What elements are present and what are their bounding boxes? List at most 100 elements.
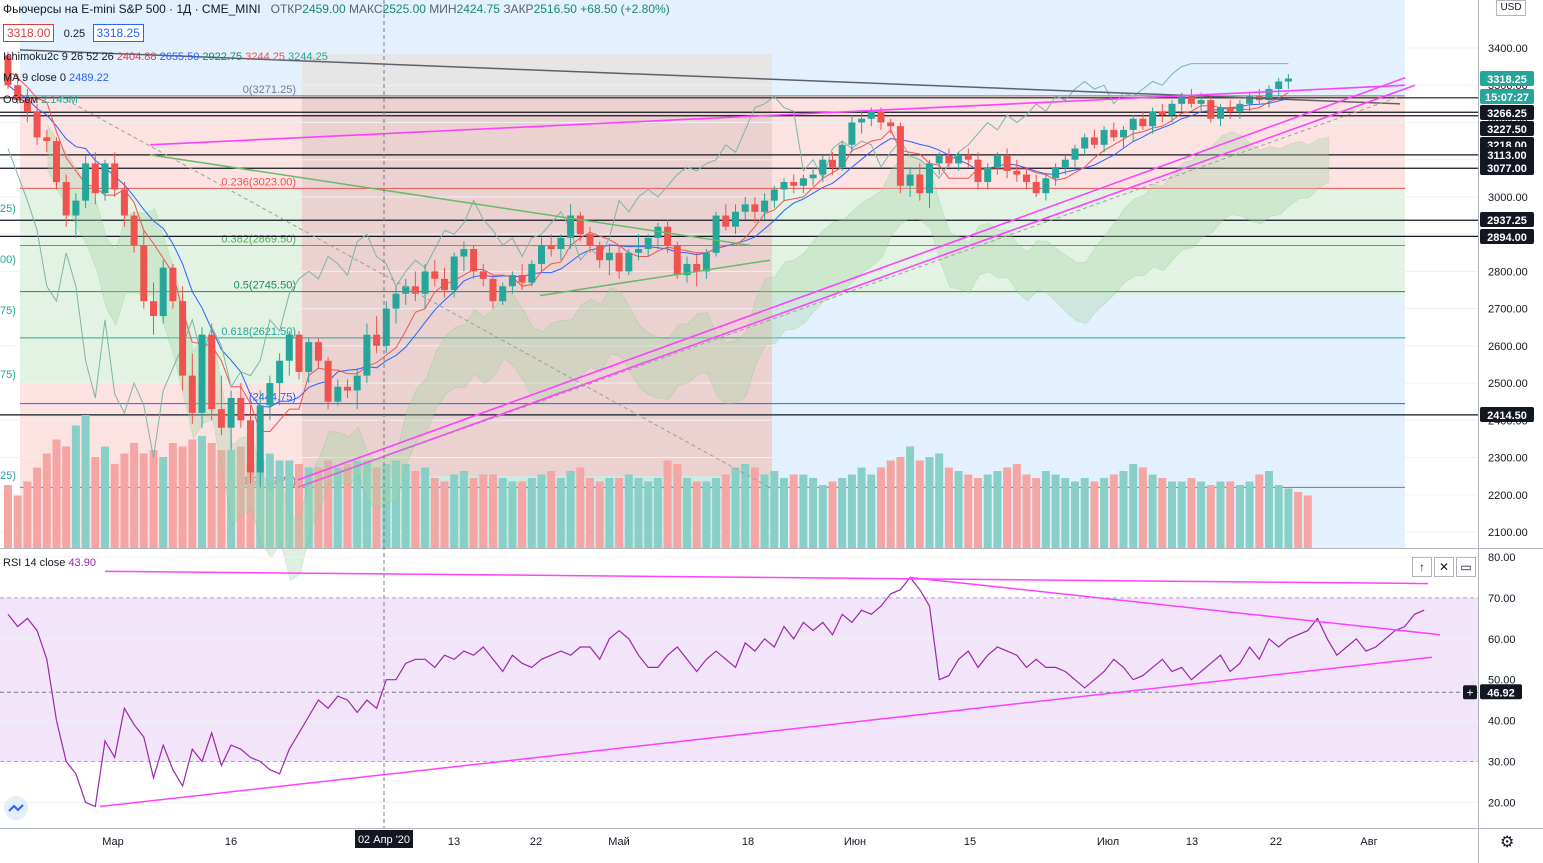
candle-up — [1217, 107, 1224, 119]
sell-button[interactable]: 3318.00 — [3, 24, 55, 42]
symbol-title: Фьючерсы на E-mini S&P 500 · 1Д · CME_MI… — [3, 2, 261, 16]
price-tag-label: 2414.50 — [1487, 410, 1527, 422]
maximize-pane-button[interactable]: ▭ — [1456, 557, 1476, 577]
candle-down — [53, 141, 60, 183]
volume-bar — [440, 481, 449, 548]
candle-down — [576, 215, 584, 235]
volume-bar — [964, 474, 973, 548]
time-axis-label: 16 — [225, 836, 237, 848]
volume-bar — [838, 478, 847, 548]
volume-bar — [1041, 471, 1050, 548]
bg-gray-top — [302, 54, 772, 96]
ichimoku-value-3: 2922.75 — [202, 51, 243, 63]
time-axis-label: 22 — [1270, 836, 1282, 848]
fib-diagonal — [59, 95, 771, 489]
volume-bar — [896, 457, 905, 548]
volume-bar — [1216, 481, 1225, 548]
time-axis-label: 18 — [742, 836, 754, 848]
candle-up — [799, 178, 807, 186]
candle-down — [916, 174, 924, 194]
candle-down — [441, 278, 448, 290]
candle-down — [237, 397, 245, 421]
volume-label: Объём — [3, 94, 39, 106]
candle-up — [266, 383, 274, 406]
price-tag-label: 3318.25 — [1487, 74, 1527, 86]
currency-badge[interactable]: USD — [1496, 0, 1526, 16]
volume-bar — [653, 478, 662, 548]
volume-legend[interactable]: Объём 2.145M — [3, 94, 78, 106]
settings-gear-icon[interactable]: ⚙ — [1500, 834, 1515, 851]
ma-legend[interactable]: MA 9 close 0 2489.22 — [3, 72, 109, 84]
volume-bar — [450, 474, 459, 548]
move-up-button[interactable]: ↑ — [1412, 557, 1432, 577]
rsi-legend[interactable]: RSI 14 close 43.90 — [3, 557, 96, 569]
volume-bar — [23, 481, 32, 548]
volume-bar — [333, 467, 342, 548]
ichimoku-tenkan-line — [7, 69, 1289, 432]
price-tag — [1480, 229, 1534, 244]
candle-up — [780, 182, 788, 190]
ma-value: 2489.22 — [69, 72, 109, 84]
rsi-current-tag — [1480, 684, 1522, 700]
plus-icon: + — [1466, 685, 1473, 699]
candle-up — [159, 267, 167, 317]
high-label: МАКС — [349, 2, 383, 16]
candle-up — [460, 249, 468, 257]
volume-bar — [285, 460, 294, 548]
volume-bar — [547, 471, 556, 548]
candle-up — [305, 342, 313, 372]
candle-up — [732, 211, 739, 227]
price-tick-label: 3000.00 — [1488, 192, 1528, 204]
candle-down — [91, 163, 99, 194]
price-tick-label: 2800.00 — [1488, 266, 1528, 278]
buy-button[interactable]: 3318.25 — [92, 24, 144, 42]
candle-down — [596, 245, 604, 261]
volume-bar — [343, 464, 352, 548]
candle-down — [188, 375, 196, 413]
ichimoku-legend[interactable]: Ichimoku2c 9 26 52 26 2404.88 2655.50 29… — [3, 51, 328, 63]
volume-bar — [944, 467, 953, 548]
candle-up — [256, 405, 264, 473]
candle-down — [479, 271, 487, 279]
price-tag-label: 3113.00 — [1487, 150, 1526, 162]
candle-down — [1187, 96, 1195, 104]
rsi-tick-label: 30.00 — [1488, 757, 1516, 769]
price-tick-label: 2500.00 — [1488, 378, 1528, 390]
price-tag — [1480, 160, 1534, 175]
rsi-support-line — [99, 656, 1433, 808]
close-label: ЗАКР — [503, 2, 534, 16]
candle-down — [887, 122, 895, 127]
volume-bar — [1226, 481, 1235, 548]
candle-down — [615, 252, 623, 272]
price-tag-label: 2937.25 — [1487, 215, 1527, 227]
volume-bar — [469, 478, 478, 548]
candle-up — [363, 334, 371, 376]
candle-up — [605, 252, 613, 261]
tradingview-logo-icon[interactable] — [4, 796, 28, 820]
candle-up — [906, 174, 914, 186]
price-tag — [1480, 147, 1534, 162]
volume-bar — [518, 481, 527, 548]
price-tag — [1480, 407, 1534, 422]
rsi-tick-label: 60.00 — [1488, 634, 1516, 646]
volume-bar — [954, 471, 963, 548]
close-pane-button[interactable]: ✕ — [1434, 557, 1454, 577]
candle-up — [1149, 111, 1157, 127]
volume-bar — [750, 467, 759, 548]
rsi-current-label: 46.92 — [1487, 687, 1515, 699]
ichimoku-label: Ichimoku2c 9 26 52 26 — [3, 51, 114, 63]
candle-down — [169, 267, 177, 302]
candle-down — [722, 215, 730, 227]
candle-up — [819, 159, 827, 175]
candle-up — [635, 249, 642, 253]
candle-up — [1246, 96, 1254, 104]
candle-up — [421, 271, 429, 294]
green-trend-line — [149, 154, 751, 247]
price-tick-label: 2300.00 — [1488, 453, 1528, 465]
magenta-uptrend-2 — [297, 77, 1406, 481]
volume-bar — [731, 467, 740, 548]
left-level-label: 25) — [0, 203, 16, 215]
candle-up — [654, 226, 662, 238]
volume-bar — [1080, 478, 1089, 548]
